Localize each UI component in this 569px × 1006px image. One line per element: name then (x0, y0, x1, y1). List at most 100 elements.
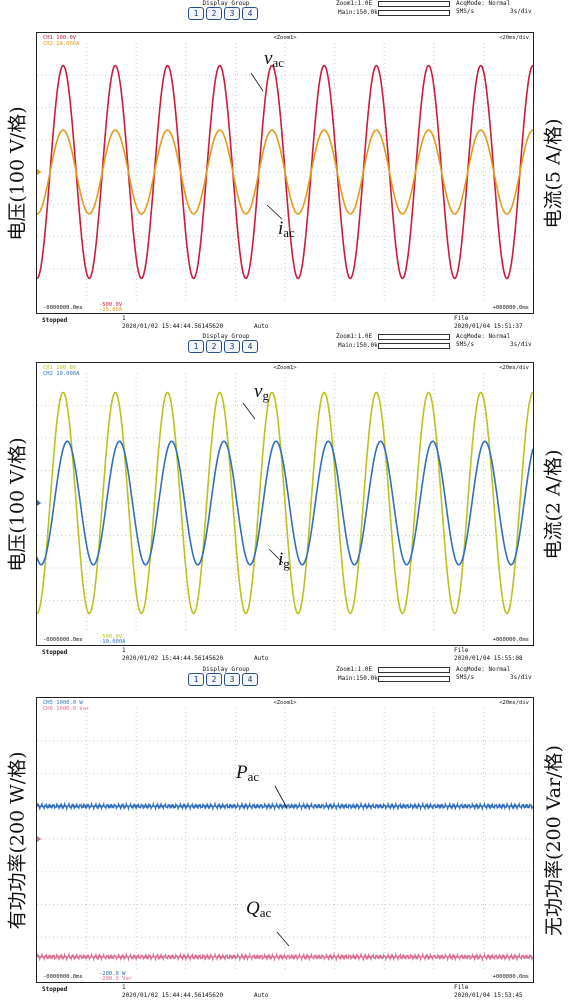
marker-number: 1 (122, 315, 126, 322)
time-div: 3s/div (510, 8, 532, 15)
sample-rate: 5MS/s (456, 8, 475, 15)
channel-1-bottom-value: -500.0V (99, 634, 123, 640)
zoom-bar[interactable] (378, 1, 450, 7)
leader-top (274, 785, 288, 809)
main-scale-readout: Main:150.0k (338, 342, 378, 349)
group-button-4[interactable]: 4 (242, 673, 258, 686)
annotation-subscript: ac (247, 769, 260, 784)
annotation-symbol: Q (246, 898, 260, 919)
trace-i-ac (37, 129, 533, 215)
scope-screen: CH5 1000.0 W CH6 1000.0 Var <Zoom1> <20ms/d… (36, 697, 534, 983)
display-group-title: Display Group (202, 666, 250, 673)
group-button-4[interactable]: 4 (242, 340, 258, 353)
bottom-right-time: +000000.0ms (493, 637, 529, 643)
annotation-subscript: g (262, 388, 269, 403)
time-per-div: <20ms/div (499, 35, 529, 41)
scope-footer: Stopped 1 2020/01/02 15:44:44.56145620 A… (36, 315, 534, 337)
left-axis-label: 电压(100 V/格) (6, 105, 29, 241)
group-button-3[interactable]: 3 (224, 7, 240, 20)
display-group-buttons: 1 2 3 4 (188, 673, 258, 686)
display-group-title: Display Group (202, 0, 250, 7)
annotation-symbol: P (236, 762, 248, 783)
channel-2-label: CH2 2A.000A (43, 41, 80, 47)
acq-mode: AcqMode: Normal (456, 333, 511, 340)
group-button-2[interactable]: 2 (206, 7, 222, 20)
channel-1-label: CH1 100.0V (43, 365, 77, 371)
zoom-tag: <Zoom1> (273, 365, 297, 371)
status-text: Stopped (42, 317, 68, 324)
sample-rate: 5MS/s (456, 341, 475, 348)
channel-1-label: CH1 100.0V (43, 35, 77, 41)
annotation-top: Pac (236, 762, 259, 785)
zoom-bar[interactable] (378, 667, 450, 673)
annotation-bottom: ig (278, 549, 290, 572)
scope-panel-1: Display Group 1 2 3 4 Zoom1:1.0E Main:15… (0, 0, 569, 336)
zoom-tag: <Zoom1> (273, 700, 297, 706)
leader-top (250, 72, 264, 92)
time-per-div: <20ms/div (499, 365, 529, 371)
scope-header: Display Group 1 2 3 4 Zoom1:1.0E Main:15… (36, 0, 534, 24)
group-button-1[interactable]: 1 (188, 673, 204, 686)
main-scale-readout: Main:150.0k (338, 675, 378, 682)
scope-panel-3: Display Group 1 2 3 4 Zoom1:1.0E Main:15… (0, 666, 569, 1005)
ground-marker-2[interactable] (37, 169, 41, 175)
start-timestamp: 2020/01/02 15:44:44.56145620 (122, 992, 224, 999)
annotation-top: vac (264, 48, 284, 71)
leader-bottom (266, 204, 283, 220)
time-per-div: <20ms/div (499, 700, 529, 706)
channel-1-bottom-value: -200.0 W (99, 971, 126, 977)
channel-1-label: CH5 1000.0 W (43, 700, 83, 706)
right-axis-label: 电流(5 A/格) (542, 117, 565, 229)
ground-marker-2[interactable] (37, 500, 41, 506)
trigger-mode: Auto (254, 323, 269, 330)
group-button-1[interactable]: 1 (188, 340, 204, 353)
bottom-right-time: +000000.0ms (493, 974, 529, 980)
trace-P-ac (37, 801, 533, 812)
ground-marker-2[interactable] (37, 836, 41, 842)
left-axis-label: 电压(100 V/格) (6, 436, 29, 572)
scope-header: Display Group 1 2 3 4 Zoom1:1.0E Main:15… (36, 666, 534, 690)
group-button-2[interactable]: 2 (206, 340, 222, 353)
group-button-2[interactable]: 2 (206, 673, 222, 686)
end-timestamp: 2020/01/04 15:51:37 (454, 323, 523, 330)
group-button-4[interactable]: 4 (242, 7, 258, 20)
group-button-3[interactable]: 3 (224, 340, 240, 353)
zoom-readout: Zoom1:1.0E (336, 333, 373, 340)
annotation-subscript: ac (283, 225, 295, 240)
save-target: File (454, 647, 469, 654)
save-target: File (454, 984, 469, 991)
bottom-left-time: -0000000.0ms (43, 637, 83, 643)
acq-mode: AcqMode: Normal (456, 0, 511, 7)
scope-screen: CH1 100.0V CH2 10.000A <Zoom1> <20ms/div -00… (36, 362, 534, 646)
trace-Q-ac (37, 951, 533, 962)
trigger-mode: Auto (254, 992, 269, 999)
scale-bar[interactable] (378, 343, 450, 349)
scope-header: Display Group 1 2 3 4 Zoom1:1.0E Main:15… (36, 333, 534, 357)
leader-top (242, 402, 256, 420)
marker-number: 1 (122, 647, 126, 654)
annotation-subscript: g (283, 556, 290, 571)
status-text: Stopped (42, 986, 68, 993)
zoom-bar[interactable] (378, 334, 450, 340)
annotation-bottom: iac (278, 218, 295, 241)
scale-bar[interactable] (378, 676, 450, 682)
annotation-symbol: i (278, 549, 284, 570)
main-scale-readout: Main:150.0k (338, 9, 378, 16)
channel-1-bottom-value: -500.0V (99, 302, 123, 308)
annotation-subscript: ac (272, 55, 284, 70)
group-button-1[interactable]: 1 (188, 7, 204, 20)
zoom-tag: <Zoom1> (273, 35, 297, 41)
scope-screen: CH1 100.0V CH2 2A.000A <Zoom1> <20ms/div -00… (36, 32, 534, 314)
scope-footer: Stopped 1 2020/01/02 15:44:44.56145620 A… (36, 984, 534, 1006)
channel-2-bottom-value: -200.0 Var (99, 976, 133, 982)
scale-bar[interactable] (378, 10, 450, 16)
group-button-3[interactable]: 3 (224, 673, 240, 686)
channel-2-bottom-value: -15.00A (99, 307, 123, 313)
channel-2-label: CH6 1000.0 Var (43, 706, 90, 712)
trace-i-g (37, 440, 533, 566)
bottom-right-time: +000000.0ms (493, 305, 529, 311)
leader-bottom (276, 931, 290, 947)
